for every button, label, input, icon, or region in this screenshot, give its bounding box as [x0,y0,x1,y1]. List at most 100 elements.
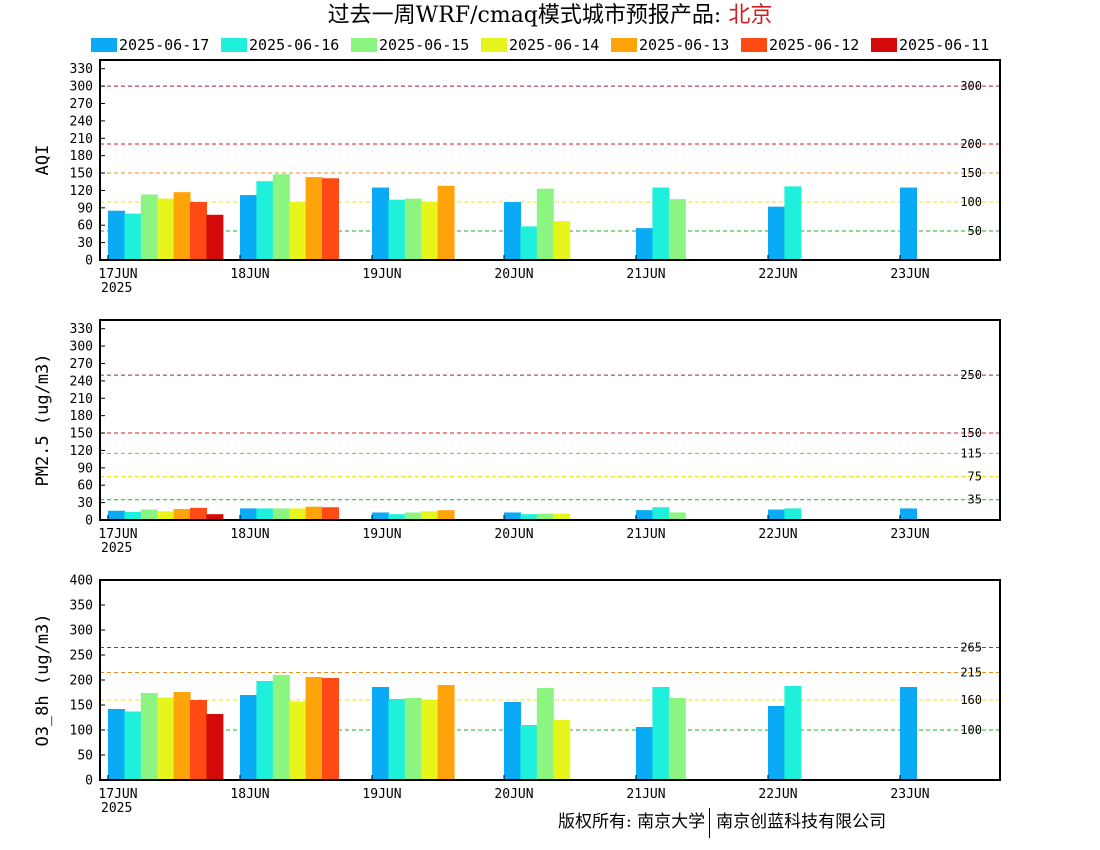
bar [289,202,307,260]
panel: 265 215 160 100 0 50 100 150 200 250 300 350 400 17JU… [33,574,1001,816]
y-tick-label: 330 [70,322,93,337]
bar [652,687,670,780]
bar [768,206,785,260]
bar [372,187,389,260]
legend-swatch [221,38,247,52]
x-tick-label: 20JUN [494,527,533,542]
x-tick-label: 20JUN [494,267,533,282]
bar [289,508,307,520]
threshold-label: 50 [968,224,982,238]
y-tick-label: 200 [70,674,93,689]
bar [157,511,175,520]
bar [504,202,521,260]
x-tick-label: 22JUN [758,527,797,542]
legend-label: 2025-06-11 [899,36,989,54]
bar [668,512,686,520]
bar [240,508,257,520]
x-tick-label: 23JUN [890,787,929,802]
y-tick-label: 0 [85,254,93,269]
bar [140,693,158,780]
x-tick-label: 21JUN [626,527,665,542]
bar [322,178,339,260]
plot-frame [99,319,1001,521]
threshold-label: 115 [960,446,982,460]
bar [536,188,554,260]
y-tick-label: 330 [70,62,93,77]
bar [404,198,422,260]
bar [388,199,406,260]
threshold-label: 215 [960,666,982,680]
bar [668,199,686,260]
bar [421,699,439,780]
copyright-left: 版权所有: 南京大学 [558,812,706,832]
y-tick-label: 90 [77,461,93,476]
bar [421,202,439,260]
bar [305,506,323,520]
y-tick-label: 350 [70,599,93,614]
bar [256,181,274,260]
x-tick-label: 18JUN [230,527,269,542]
bar [272,675,290,780]
bar [437,685,455,780]
bar [140,194,158,260]
legend-swatch [91,38,117,52]
legend-swatch [351,38,377,52]
x-tick-label: 18JUN [230,267,269,282]
bar [124,213,142,260]
y-tick-label: 120 [70,184,93,199]
y-tick-label: 0 [85,514,93,529]
x-tick-label: 17JUN [98,527,137,542]
bar [190,507,207,520]
legend-swatch [481,38,507,52]
bar [636,228,653,260]
bar [636,510,653,520]
bar [173,508,191,520]
y-tick-label: 180 [70,409,93,424]
bar [784,186,802,260]
y-tick-label: 210 [70,392,93,407]
legend-label: 2025-06-17 [119,36,209,54]
bar [520,514,538,520]
bar [305,177,323,260]
x-tick-label: 21JUN [626,787,665,802]
y-tick-label: 60 [77,219,93,234]
bar [900,687,917,780]
y-tick-label: 240 [70,374,93,389]
x-tick-label: 17JUN [98,267,137,282]
bar [322,678,339,780]
y-tick-label: 100 [70,724,93,739]
bar [305,677,323,780]
y-tick-label: 0 [85,774,93,789]
threshold-label: 250 [960,368,982,382]
bar [240,195,257,260]
x-tick-label: 18JUN [230,787,269,802]
legend-item: 2025-06-17 [91,36,209,54]
bar [140,509,158,520]
bar [636,727,653,780]
bar [900,187,917,260]
y-axis-title: AQI [33,145,53,176]
chart-title-main: 过去一周WRF/cmaq模式城市预报产品: [327,3,729,28]
legend-swatch [611,38,637,52]
bar [553,513,571,520]
bar [404,512,422,520]
y-tick-label: 270 [70,357,93,372]
legend-item: 2025-06-16 [221,36,339,54]
bar [504,702,521,780]
x-tick-label: 21JUN [626,267,665,282]
bar [256,681,274,780]
y-tick-label: 50 [77,749,93,764]
legend-item: 2025-06-12 [741,36,859,54]
bar [504,512,521,520]
bar [668,698,686,780]
bar [372,687,389,780]
bar [108,210,125,260]
bar [421,511,439,520]
x-tick-label: 17JUN [98,787,137,802]
x-year-label: 2025 [101,541,132,556]
legend-label: 2025-06-13 [639,36,729,54]
bar [536,513,554,520]
legend-item: 2025-06-14 [481,36,599,54]
threshold-label: 160 [960,693,982,707]
bar [206,214,224,260]
